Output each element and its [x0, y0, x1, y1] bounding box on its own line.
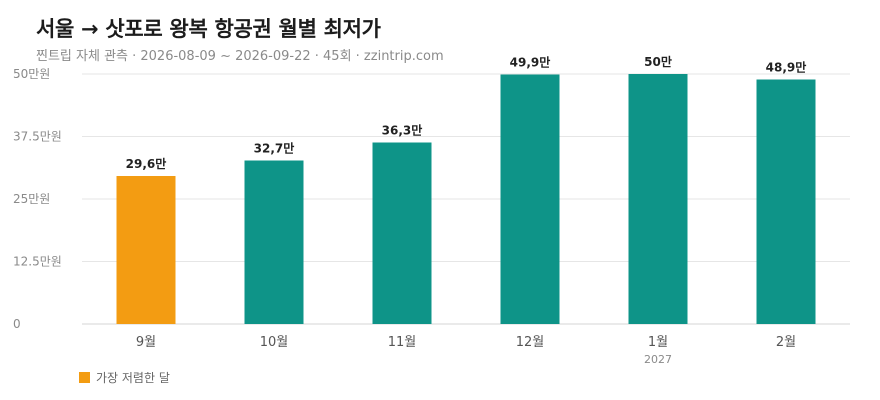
data-label: 29,6만: [126, 156, 167, 171]
data-label: 50만: [644, 54, 672, 69]
x-tick-label: 11월: [388, 335, 417, 350]
y-tick-label: 37.5만원: [13, 130, 62, 144]
bar: [628, 74, 688, 324]
bar: [756, 79, 816, 324]
chart-title: 서울 → 삿포로 왕복 항공권 월별 최저가: [36, 17, 381, 41]
x-tick-label: 9월: [136, 335, 156, 350]
y-tick-label: 25만원: [13, 192, 50, 206]
data-label: 49,9만: [510, 55, 551, 70]
legend-swatch-cheapest: [79, 372, 90, 383]
bar: [372, 142, 432, 324]
x-tick-sublabel: 2027: [644, 353, 672, 366]
x-tick-label: 10월: [260, 335, 289, 350]
y-tick-label: 50만원: [13, 67, 50, 81]
bar: [116, 176, 176, 324]
data-label: 48,9만: [766, 60, 807, 75]
legend-label: 가장 저렴한 달: [96, 371, 170, 385]
chart-subtitle: 찐트립 자체 관측 · 2026-08-09 ~ 2026-09-22 · 45…: [36, 49, 444, 64]
bar: [500, 74, 560, 324]
data-label: 32,7만: [254, 141, 295, 156]
x-tick-label: 2월: [776, 335, 796, 350]
x-tick-label: 12월: [516, 335, 545, 350]
y-tick-label: 12.5만원: [13, 255, 62, 269]
x-tick-label: 1월: [648, 335, 668, 350]
chart-legend: 가장 저렴한 달: [79, 369, 170, 386]
bar: [244, 160, 304, 324]
data-label: 36,3만: [382, 123, 423, 138]
y-tick-label: 0: [13, 317, 21, 331]
